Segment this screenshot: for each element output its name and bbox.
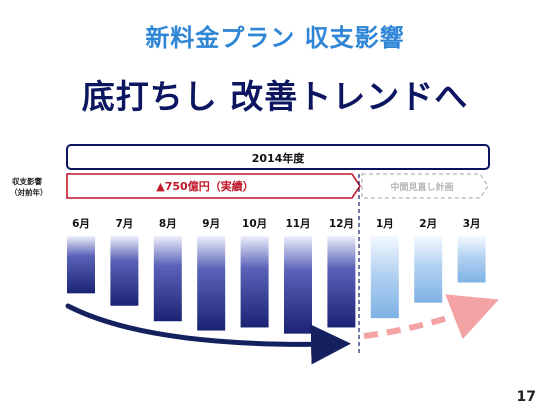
fiscal-year-label: 2014年度 <box>252 151 306 165</box>
month-label: 10月 <box>242 218 267 230</box>
actual-bar-0 <box>67 236 95 294</box>
month-label: 9月 <box>202 218 220 230</box>
bars <box>67 236 486 334</box>
plan-trend-arrow <box>363 294 499 340</box>
page-number: 17 <box>516 389 536 405</box>
actual-bar-5 <box>284 236 312 334</box>
month-label: 3月 <box>463 218 481 230</box>
plan-label: 中間見直し計画 <box>390 181 453 193</box>
actual-results-label: ▲750億円（実績） <box>156 179 253 193</box>
actual-bar-6 <box>327 236 356 328</box>
actual-bar-3 <box>197 236 226 331</box>
slide-subtitle: 新料金プラン 収支影響 <box>145 24 405 52</box>
month-label: 7月 <box>115 218 133 230</box>
month-label: 2月 <box>419 218 437 230</box>
slide-title: 底打ちし 改善トレンドへ <box>81 77 469 116</box>
actual-trend-arrow <box>65 303 351 365</box>
plan-bar-8 <box>414 236 443 303</box>
plan-bar <box>361 173 489 199</box>
month-label: 1月 <box>376 218 394 230</box>
row-label-line1: 収支影響 <box>12 176 42 186</box>
actual-results-bar <box>66 173 361 199</box>
plan-bar-9 <box>457 236 486 283</box>
plan-bar-7 <box>370 236 399 319</box>
fiscal-year-frame <box>66 144 490 170</box>
month-label: 11月 <box>285 218 310 230</box>
month-label: 6月 <box>72 218 90 230</box>
actual-bar-2 <box>153 236 182 322</box>
row-label-line2: （対前年） <box>10 187 48 197</box>
month-labels: 6月 7月 8月 9月 10月 11月 12月 1月 2月 3月 <box>72 218 480 230</box>
actual-bar-4 <box>240 236 269 328</box>
actual-bar-1 <box>110 236 139 306</box>
month-label: 8月 <box>159 218 177 230</box>
month-label: 12月 <box>329 218 354 230</box>
